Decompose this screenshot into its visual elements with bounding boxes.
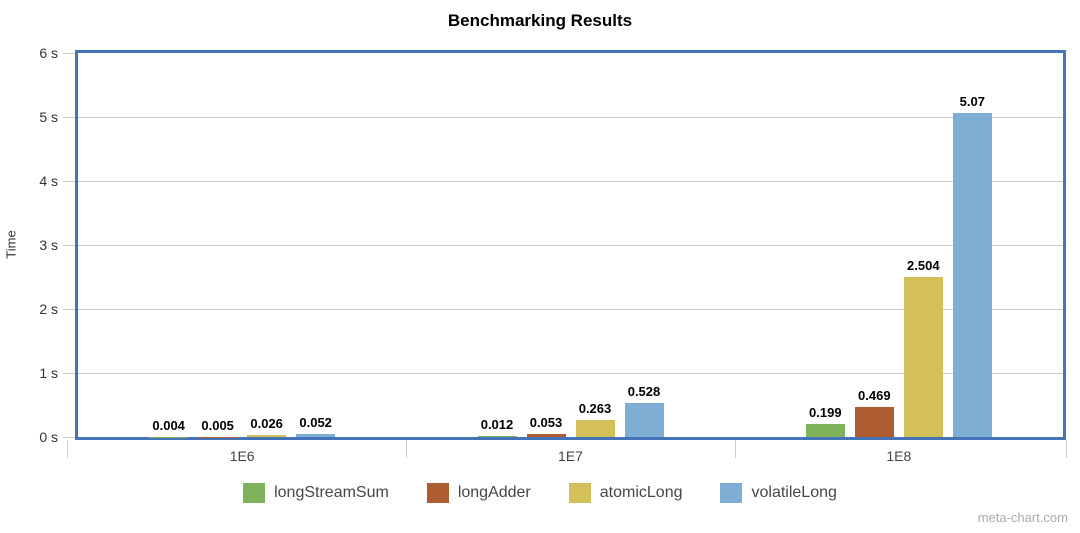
bar-value-label: 0.469 <box>858 387 891 403</box>
legend-swatch <box>720 483 743 503</box>
bar-atomicLong <box>903 276 943 437</box>
chart-title: Benchmarking Results <box>447 11 633 30</box>
y-tick-label: 6 s <box>39 45 58 61</box>
gridline <box>78 309 1063 310</box>
y-tick-label: 4 s <box>39 173 58 189</box>
bar-value-label: 5.07 <box>959 93 985 109</box>
y-tick-mark <box>63 245 75 246</box>
y-tick-mark <box>63 117 75 118</box>
bar-value-label: 0.199 <box>809 405 842 421</box>
bar-longStreamSum <box>805 424 845 437</box>
bar-volatileLong <box>624 403 664 437</box>
legend-label: atomicLong <box>599 484 683 501</box>
bar-value-label: 0.053 <box>529 414 563 430</box>
legend-item-volatileLong: volatileLong <box>720 483 837 503</box>
legend-item-longStreamSum: longStreamSum <box>243 483 389 503</box>
plot-area: 0.004 0.005 0.026 0.052 0.012 0.053 0.263 0.528… <box>75 50 1066 440</box>
x-tick-mark <box>406 440 408 458</box>
bar-value-label: 0.012 <box>480 417 514 433</box>
legend-label: volatileLong <box>751 484 837 501</box>
x-tick-mark <box>734 440 736 458</box>
bar-atomicLong <box>247 435 287 437</box>
y-tick-label: 2 s <box>39 301 58 317</box>
legend-label: longAdder <box>457 484 531 501</box>
gridline <box>78 117 1063 118</box>
bar-longAdder <box>526 433 566 437</box>
y-tick-label: 5 s <box>39 109 58 125</box>
gridline <box>78 245 1063 246</box>
legend-swatch <box>243 483 266 503</box>
x-category-label: 1E6 <box>229 448 255 464</box>
bar-value-label: 0.052 <box>299 414 332 430</box>
watermark: meta-chart.com <box>977 510 1068 525</box>
bar-atomicLong <box>575 420 615 437</box>
legend-swatch <box>568 483 591 503</box>
x-category-label: 1E8 <box>886 448 912 464</box>
legend-item-longAdder: longAdder <box>426 483 531 503</box>
bar-longStreamSum <box>477 436 517 437</box>
y-tick-mark <box>63 373 75 374</box>
bar-longAdder <box>854 406 894 437</box>
y-tick-label: 1 s <box>39 365 58 381</box>
y-tick-mark <box>63 53 75 54</box>
legend: longStreamSum longAdder atomicLong volatile… <box>0 483 1080 503</box>
legend-label: longStreamSum <box>274 484 389 501</box>
y-tick-label: 3 s <box>39 237 58 253</box>
plot-inner: 0.004 0.005 0.026 0.052 0.012 0.053 0.263 0.528… <box>78 53 1063 437</box>
bar-volatileLong <box>296 433 336 437</box>
legend-swatch <box>426 483 449 503</box>
y-tick-mark <box>63 309 75 310</box>
y-tick-mark <box>63 437 75 438</box>
x-tick-mark <box>66 440 68 458</box>
y-tick-label: 0 s <box>39 429 58 445</box>
legend-item-atomicLong: atomicLong <box>568 483 683 503</box>
y-tick-mark <box>63 181 75 182</box>
bar-volatileLong <box>952 112 992 437</box>
x-tick-mark <box>1066 440 1067 458</box>
gridline <box>78 181 1063 182</box>
x-category-label: 1E7 <box>558 448 583 464</box>
bar-value-label: 0.004 <box>152 417 185 433</box>
bar-value-label: 0.528 <box>627 384 661 400</box>
bar-value-label: 0.005 <box>201 417 234 433</box>
bar-value-label: 0.263 <box>578 401 612 417</box>
bar-value-label: 2.504 <box>907 257 940 273</box>
gridline <box>78 373 1063 374</box>
bar-value-label: 0.026 <box>250 416 283 432</box>
